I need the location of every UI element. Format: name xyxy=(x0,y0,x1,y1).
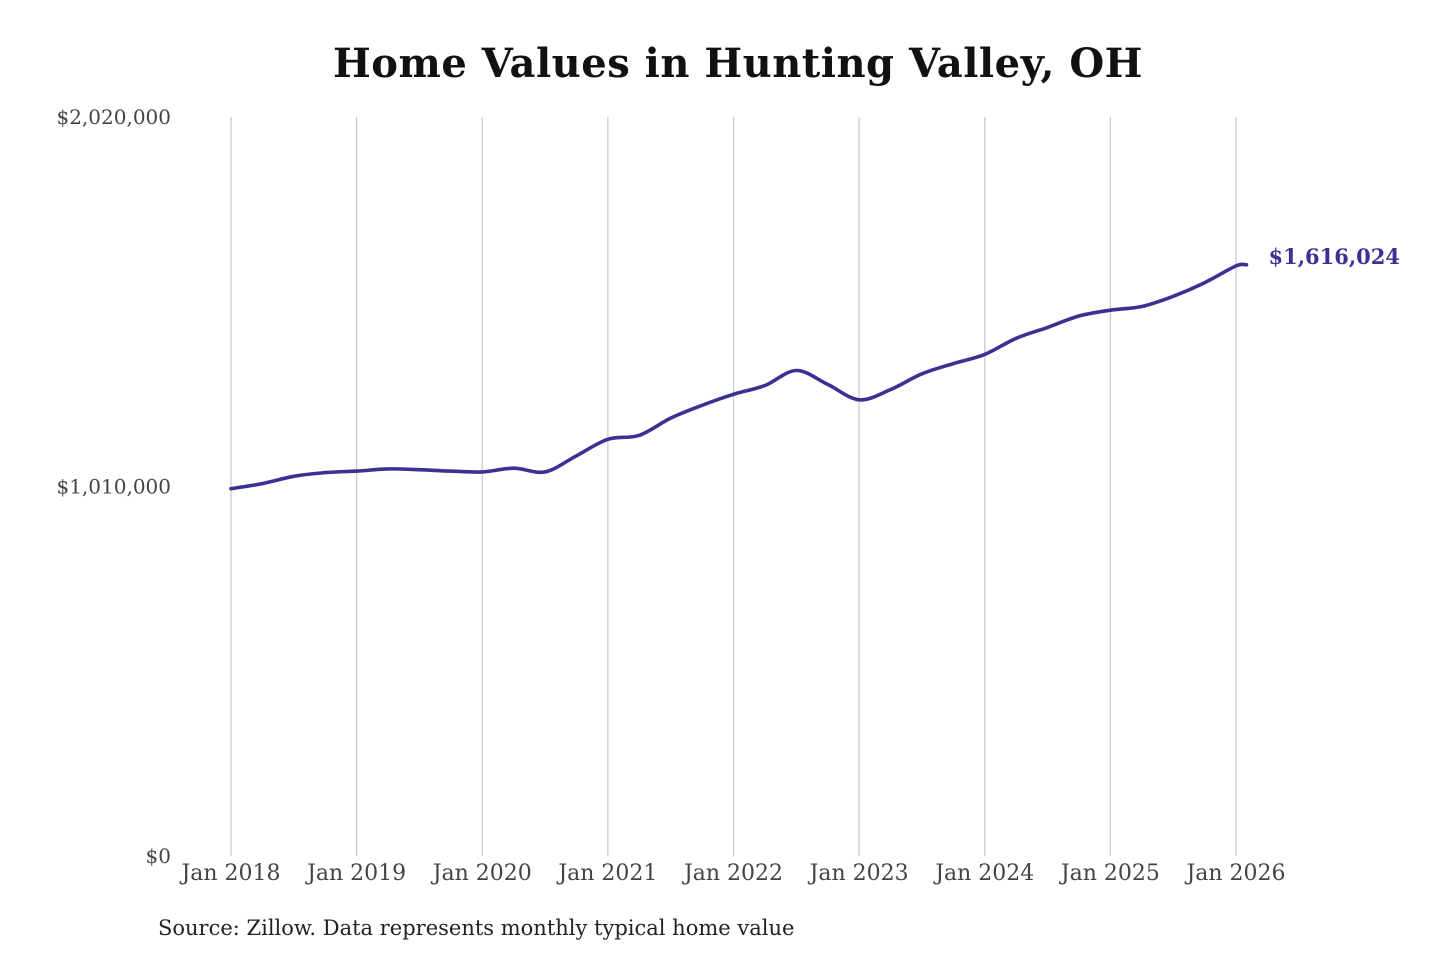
x-tick-label: Jan 2025 xyxy=(1059,861,1160,886)
y-tick-label: $0 xyxy=(146,844,171,868)
chart-title: Home Values in Hunting Valley, OH xyxy=(333,40,1143,87)
x-axis-ticks: Jan 2018 Jan 2019 Jan 2020 Jan 2021 Jan 2022… xyxy=(179,861,1285,886)
x-tick-label: Jan 2022 xyxy=(682,861,783,886)
end-value-label: $1,616,024 xyxy=(1268,244,1400,269)
series-layer: $1,616,024 xyxy=(229,244,1400,491)
y-tick-label: $1,010,000 xyxy=(56,475,171,499)
y-axis-ticks: $0 $1,010,000 $2,020,000 xyxy=(56,105,171,868)
x-tick-label: Jan 2019 xyxy=(305,861,406,886)
home-value-line xyxy=(229,262,1249,491)
gridlines xyxy=(230,117,1237,856)
x-tick-label: Jan 2020 xyxy=(431,861,532,886)
source-note: Source: Zillow. Data represents monthly … xyxy=(158,916,795,940)
x-tick-label: Jan 2021 xyxy=(556,861,657,886)
x-tick-label: Jan 2026 xyxy=(1184,861,1285,886)
x-tick-label: Jan 2018 xyxy=(179,861,280,886)
x-tick-label: Jan 2023 xyxy=(808,861,909,886)
x-tick-label: Jan 2024 xyxy=(933,861,1034,886)
y-tick-label: $2,020,000 xyxy=(56,105,171,129)
